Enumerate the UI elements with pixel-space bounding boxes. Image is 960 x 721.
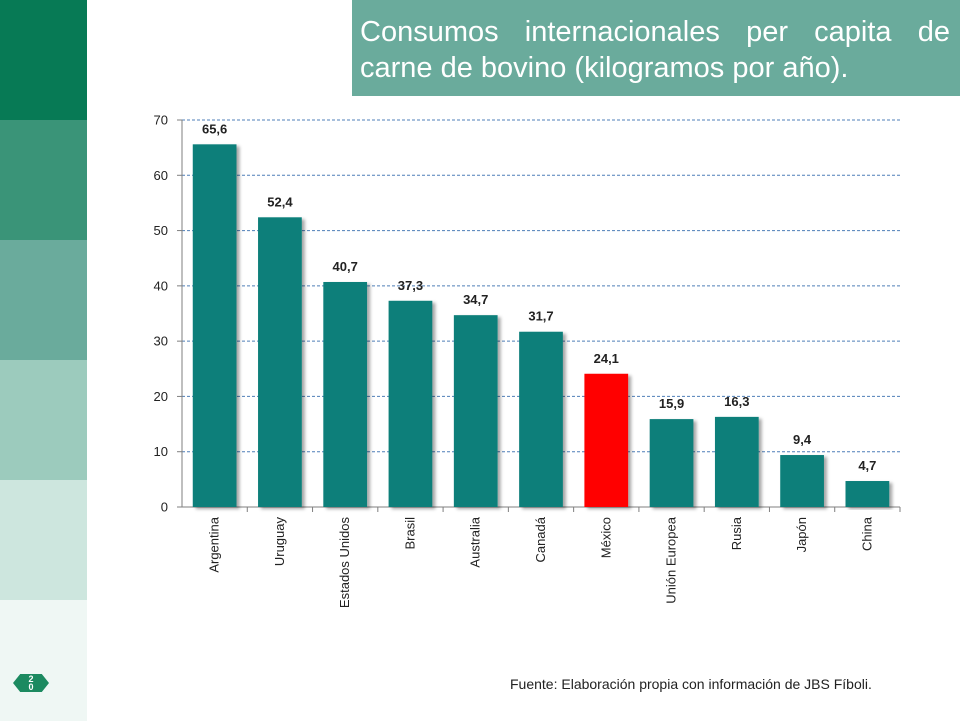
bar (258, 217, 302, 507)
strip-band (0, 480, 87, 601)
data-label: 16,3 (724, 394, 749, 409)
strip-band (0, 240, 87, 361)
x-category-label: Estados Unidos (337, 517, 352, 609)
x-category-label: Uruguay (272, 517, 287, 567)
data-label: 4,7 (858, 458, 876, 473)
x-category-label: Rusia (729, 516, 744, 550)
source-note: Fuente: Elaboración propia con informaci… (510, 676, 872, 692)
x-category-label: China (859, 516, 874, 551)
y-tick-label: 20 (154, 389, 168, 404)
y-tick-label: 0 (161, 500, 168, 515)
bar (780, 455, 824, 507)
data-label: 40,7 (333, 259, 358, 274)
bar (584, 373, 629, 507)
data-label: 37,3 (398, 278, 423, 293)
data-label: 15,9 (659, 396, 684, 411)
data-label: 9,4 (793, 432, 812, 447)
slide-title: Consumos internacionales per capita de c… (352, 0, 960, 96)
x-category-label: Canadá (533, 516, 548, 562)
y-tick-label: 70 (154, 113, 168, 128)
strip-band (0, 0, 87, 121)
strip-band (0, 600, 87, 721)
y-tick-label: 40 (154, 278, 168, 293)
x-category-label: Brasil (402, 517, 417, 550)
page-number: 2 0 (28, 674, 34, 692)
data-label: 31,7 (528, 309, 553, 324)
strip-band (0, 120, 87, 241)
x-category-label: Unión Europea (664, 516, 679, 603)
bar (453, 315, 498, 507)
data-label: 52,4 (267, 194, 293, 209)
bar (388, 300, 433, 507)
y-tick-label: 10 (154, 444, 168, 459)
bar (192, 144, 237, 507)
data-label: 65,6 (202, 121, 227, 136)
data-label: 24,1 (594, 351, 619, 366)
x-category-label: México (598, 517, 613, 558)
bar (323, 281, 368, 507)
x-category-label: Australia (468, 516, 483, 567)
x-category-label: Argentina (207, 516, 222, 572)
data-label: 34,7 (463, 292, 488, 307)
y-tick-label: 30 (154, 334, 168, 349)
bar (649, 419, 694, 507)
bar-chart: 0 10 20 30 40 50 60 70 65,6 Argentina 52,4 Uruguay 4… (154, 113, 901, 609)
strip-band (0, 360, 87, 481)
y-tick-label: 60 (154, 168, 168, 183)
x-category-label: Japón (794, 517, 809, 552)
bar (519, 331, 563, 507)
bar (845, 481, 890, 507)
page-number-badge: 2 0 (13, 674, 49, 692)
bar (714, 416, 759, 507)
y-tick-label: 50 (154, 223, 168, 238)
